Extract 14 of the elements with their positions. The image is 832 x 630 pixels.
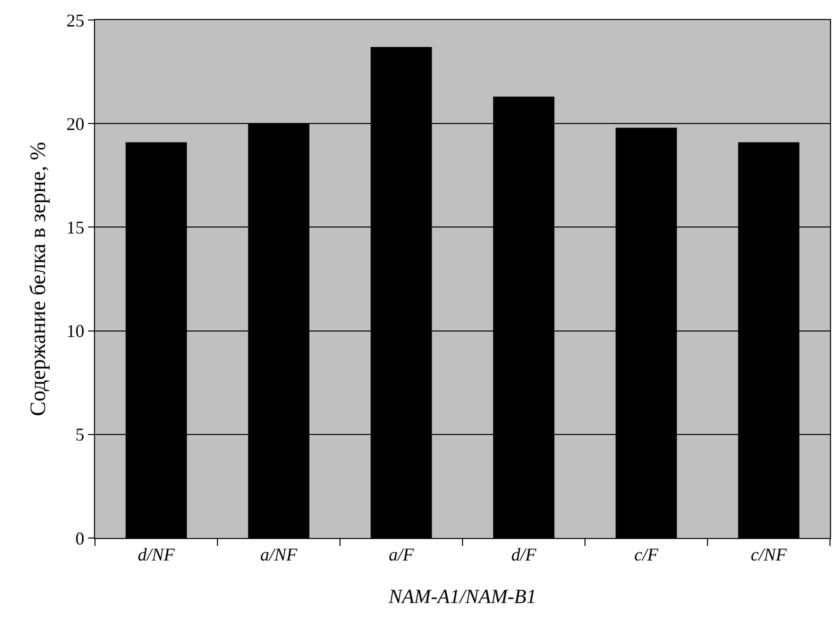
y-tick-label: 0 <box>75 528 84 548</box>
y-tick-label: 20 <box>66 114 84 134</box>
x-tick-label: d/NF <box>138 544 176 565</box>
x-axis-title: NAM-A1/NAM-B1 <box>388 586 536 608</box>
y-axis-title: Содержание белка в зерне, % <box>25 142 50 416</box>
x-tick-label: c/NF <box>750 544 788 565</box>
y-tick-label: 5 <box>75 424 84 445</box>
y-tick-label: 15 <box>66 218 84 238</box>
y-tick-label: 25 <box>66 10 84 30</box>
y-tick-label: 10 <box>66 321 84 342</box>
x-tick-label: d/F <box>511 544 538 565</box>
x-tick-label: a/F <box>388 544 415 565</box>
x-tick-label: c/F <box>634 544 660 565</box>
x-tick-label: a/NF <box>260 544 298 565</box>
